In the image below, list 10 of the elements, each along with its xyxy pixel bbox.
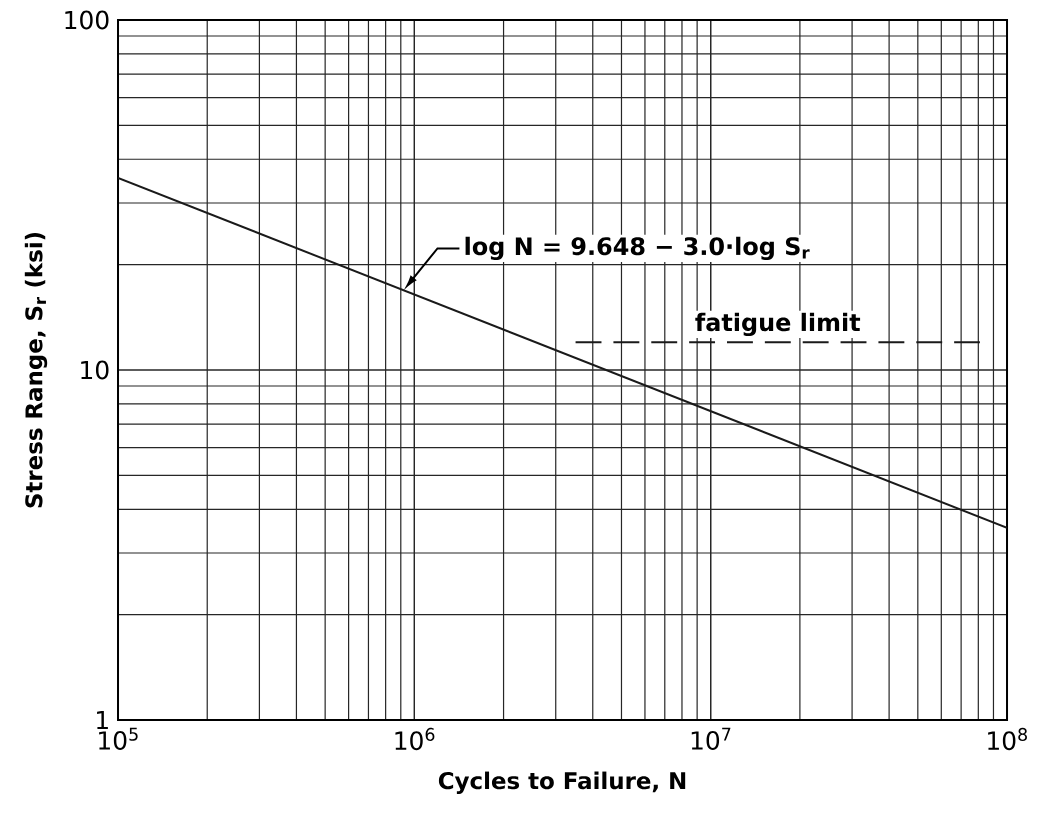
- y-axis-title: Stress Range, S$_{r}$ (ksi): [24, 232, 48, 508]
- series-label: fatigue limit: [695, 312, 861, 337]
- x-tick-label: 10$^{8}$: [988, 727, 1027, 751]
- x-tick-label: 10$^{6}$: [395, 727, 435, 751]
- x-axis-title: Cycles to Failure, N: [438, 771, 686, 794]
- x-tick-label: 10$^{7}$: [691, 727, 731, 750]
- y-tick-label: 100: [65, 10, 109, 30]
- annotation: log N = 9.648 − 3.0·log S$_{r}$: [465, 236, 810, 261]
- y-tick-label: 10: [81, 360, 109, 380]
- y-tick-label: 1: [97, 710, 108, 730]
